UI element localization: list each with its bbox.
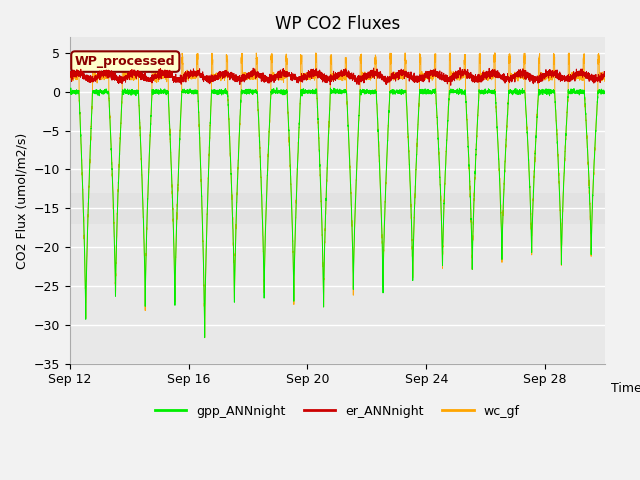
Legend: gpp_ANNnight, er_ANNnight, wc_gf: gpp_ANNnight, er_ANNnight, wc_gf: [150, 400, 525, 423]
Bar: [70, 193, 605, 224]
Title: WP CO2 Fluxes: WP CO2 Fluxes: [275, 15, 400, 33]
X-axis label: Time: Time: [611, 382, 640, 395]
Y-axis label: CO2 Flux (umol/m2/s): CO2 Flux (umol/m2/s): [15, 132, 28, 269]
Text: WP_processed: WP_processed: [75, 55, 175, 68]
